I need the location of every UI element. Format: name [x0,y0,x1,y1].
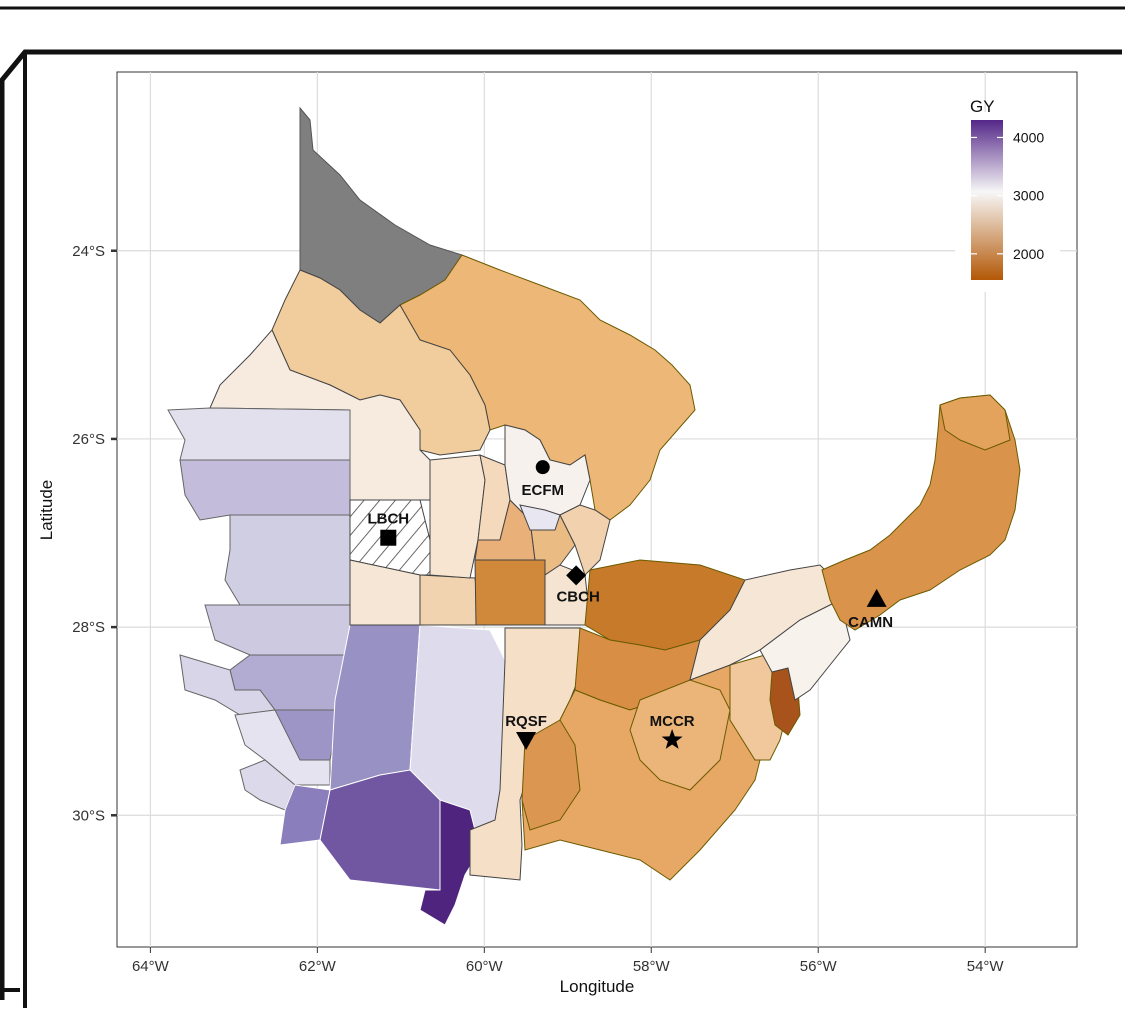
regions [167,106,1021,926]
y-tick-label: 28°S [72,619,105,636]
site-marker-ecfm-icon [535,460,550,475]
site-marker-lbch-icon [380,529,397,546]
y-tick-label: 30°S [72,807,105,824]
region-misiones-north [939,394,1011,451]
y-tick-labels: 24°S 26°S 28°S 30°S [72,243,117,824]
region-corr-light-2 [759,599,851,701]
y-tick-label: 26°S [72,431,105,448]
region-sgo-2 [179,459,351,521]
region-sgo-3 [224,514,351,606]
y-axis-title: Latitude [37,480,56,541]
legend-colorbar [971,120,1003,280]
region-ecfm-lavender [519,504,561,531]
site-marker-mccr-icon [661,729,683,749]
region-ecfm-light [504,424,591,521]
site-label-rqsf: RQSF [505,713,547,730]
x-axis-title: Longitude [560,977,635,996]
region-mccr [629,679,731,791]
site-marker-cbch-icon [566,565,587,586]
region-er-west [521,719,581,831]
x-tick-label: 62°W [299,958,337,975]
site-label-camn: CAMN [848,614,893,631]
legend-label: 4000 [1013,129,1044,145]
legend-ticks: 4000 3000 2000 [971,129,1044,262]
outer-frame [0,49,1122,1000]
site-marker-camn-icon [866,588,887,607]
region-misiones [821,394,1021,631]
region-south-1 [279,784,331,846]
legend-background [955,112,1060,292]
x-tick-label: 58°W [633,958,671,975]
x-tick-label: 64°W [132,958,170,975]
site-marker-rqsf-icon [516,732,537,751]
region-chaco-orange [474,559,546,626]
site-label-ecfm: ECFM [521,482,564,499]
region-chaco-c1 [419,574,479,626]
legend-title: GY [970,97,995,116]
x-tick-label: 56°W [800,958,838,975]
site-markers: ECFM LBCH CBCH CAMN RQSF MCCR [367,460,893,751]
axes: Longitude Latitude [37,480,634,996]
region-chaco-ne [559,504,611,576]
site-label-lbch: LBCH [367,511,409,528]
outer-frame-left [0,52,27,1008]
legend: GY 4000 3000 2000 [955,97,1060,292]
x-tick-label: 60°W [466,958,504,975]
site-label-mccr: MCCR [650,713,695,730]
y-tick-label: 24°S [72,243,105,260]
legend-label: 2000 [1013,246,1044,262]
region-sgo-north [167,407,351,461]
x-tick-label: 54°W [967,958,1005,975]
x-tick-labels: 64°W 62°W 60°W 58°W 56°W 54°W [132,947,1004,975]
figure-frame [0,6,1125,1008]
site-label-cbch: CBCH [556,588,599,605]
legend-label: 3000 [1013,188,1044,204]
